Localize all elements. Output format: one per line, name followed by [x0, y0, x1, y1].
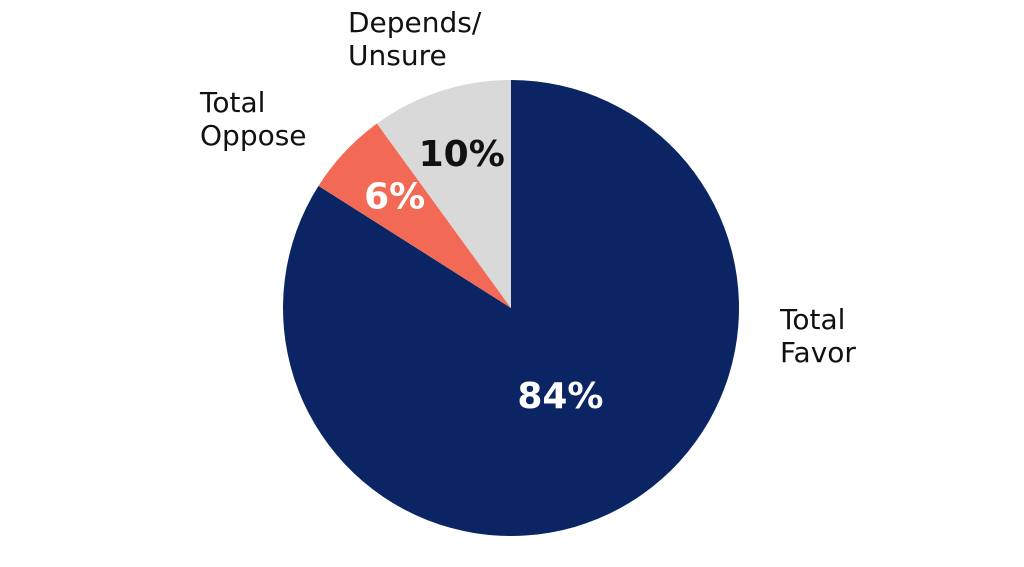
pie-slice	[283, 80, 740, 537]
value-label: 6%	[364, 177, 425, 218]
value-label: 10%	[419, 134, 505, 175]
category-label: Total Oppose	[200, 86, 307, 152]
pie-slice	[318, 123, 511, 308]
value-label: 84%	[517, 376, 603, 417]
category-label: Total Favor	[780, 303, 856, 369]
pie-slice	[376, 80, 511, 308]
category-label: Depends/ Unsure	[348, 6, 482, 72]
